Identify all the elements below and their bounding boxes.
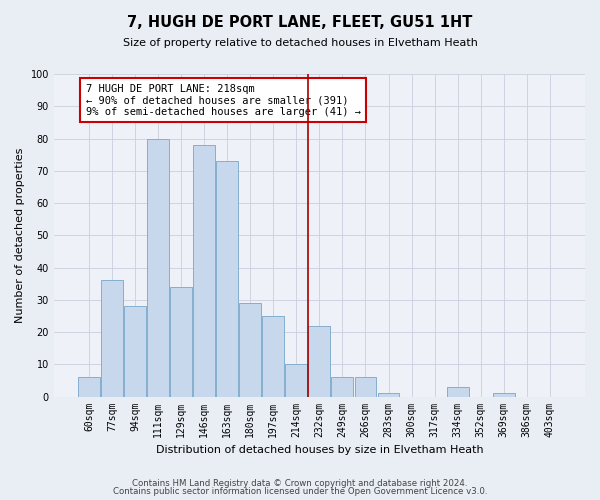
Bar (170, 287, 192, 397)
Bar (493, 394, 515, 396)
Bar (447, 387, 469, 396)
Bar (124, 306, 146, 396)
X-axis label: Distribution of detached houses by size in Elvetham Heath: Distribution of detached houses by size … (155, 445, 483, 455)
Y-axis label: Number of detached properties: Number of detached properties (15, 148, 25, 323)
Bar (355, 377, 376, 396)
Text: Contains HM Land Registry data © Crown copyright and database right 2024.: Contains HM Land Registry data © Crown c… (132, 478, 468, 488)
Text: Contains public sector information licensed under the Open Government Licence v3: Contains public sector information licen… (113, 487, 487, 496)
Bar (331, 377, 353, 396)
Text: 7, HUGH DE PORT LANE, FLEET, GU51 1HT: 7, HUGH DE PORT LANE, FLEET, GU51 1HT (127, 15, 473, 30)
Bar (101, 280, 123, 396)
Bar (377, 394, 400, 396)
Bar (147, 138, 169, 396)
Bar (286, 364, 307, 396)
Bar (308, 326, 331, 396)
Bar (239, 303, 261, 396)
Bar (193, 145, 215, 397)
Text: Size of property relative to detached houses in Elvetham Heath: Size of property relative to detached ho… (122, 38, 478, 48)
Bar (262, 316, 284, 396)
Text: 7 HUGH DE PORT LANE: 218sqm
← 90% of detached houses are smaller (391)
9% of sem: 7 HUGH DE PORT LANE: 218sqm ← 90% of det… (86, 84, 361, 117)
Bar (78, 377, 100, 396)
Bar (216, 161, 238, 396)
